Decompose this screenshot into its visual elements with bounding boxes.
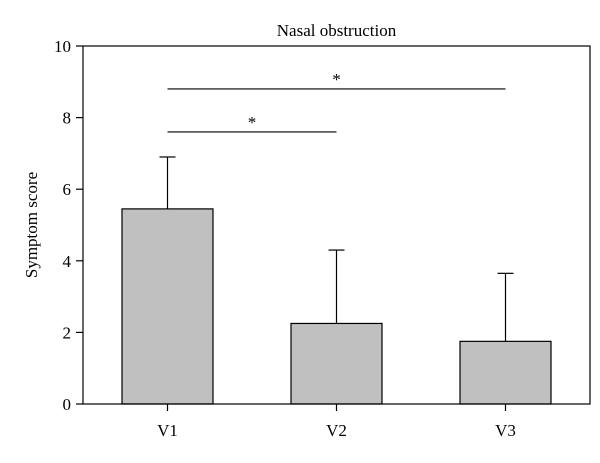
y-tick-label: 4 xyxy=(63,252,72,271)
bar-v3 xyxy=(459,340,552,405)
y-axis-label: Symptom score xyxy=(22,172,41,278)
bar-v2 xyxy=(290,322,383,405)
x-tick-label-v1: V1 xyxy=(157,421,178,440)
x-tick-label-v3: V3 xyxy=(495,421,516,440)
plot-area: 0 2 4 6 8 10 V1 V2 V3 * * xyxy=(54,37,591,440)
significance-marker: * xyxy=(248,113,257,132)
y-tick-label: 10 xyxy=(54,37,71,56)
y-tick-label: 6 xyxy=(63,180,72,199)
bar-v1 xyxy=(121,208,214,405)
chart-title: Nasal obstruction xyxy=(277,21,397,40)
x-tick-label-v2: V2 xyxy=(326,421,347,440)
y-tick-label: 8 xyxy=(63,109,72,128)
y-tick-label: 2 xyxy=(63,323,72,342)
significance-marker: * xyxy=(332,70,341,89)
y-tick-label: 0 xyxy=(63,395,72,414)
